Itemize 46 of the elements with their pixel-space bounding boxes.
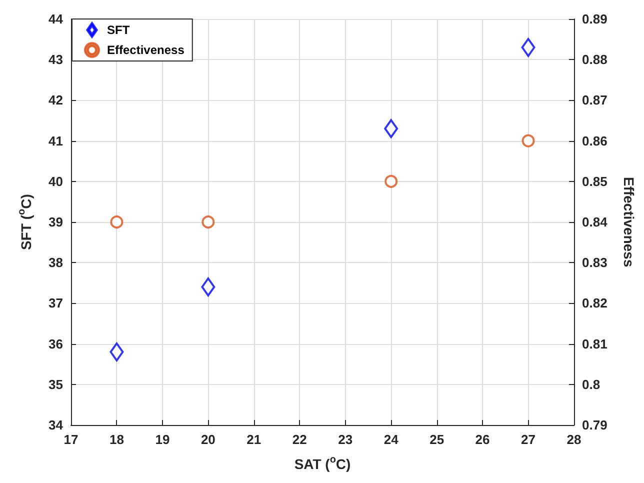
y-tick-label: 38 — [48, 255, 63, 270]
point — [384, 174, 398, 188]
y-tick-label: 40 — [48, 174, 63, 189]
x-tick-label: 23 — [338, 432, 353, 447]
legend-label: SFT — [107, 23, 130, 37]
point — [110, 342, 124, 362]
y2-tick-label: 0.83 — [582, 255, 608, 270]
x-tick-label: 22 — [292, 432, 307, 447]
x-tick-label: 25 — [430, 432, 444, 447]
y2-tick-label: 0.79 — [582, 418, 608, 432]
y-tick-label: 36 — [48, 336, 63, 352]
y-tick-label: 39 — [48, 214, 63, 230]
y-tick-label: 35 — [48, 376, 63, 392]
y2-tick-label: 0.86 — [582, 133, 608, 148]
y-tick-label: 41 — [48, 133, 63, 148]
point — [202, 216, 215, 228]
legend-label: Effectiveness — [107, 43, 185, 57]
y-tick-label: 42 — [48, 92, 63, 108]
y2-axis-title: Effectiveness — [621, 176, 637, 268]
x-tick-label: 21 — [246, 432, 262, 447]
point — [201, 277, 216, 296]
point — [521, 38, 536, 57]
x-tick-label: 28 — [566, 432, 582, 447]
y2-tick-label: 0.81 — [582, 336, 608, 352]
y2-tick-label: 0.85 — [582, 174, 608, 189]
y-tick-label: 43 — [48, 52, 63, 68]
x-tick-label: 19 — [155, 432, 170, 447]
y2-tick-label: 0.8 — [582, 376, 600, 392]
x-tick-label: 26 — [475, 432, 490, 447]
y2-tick-label: 0.87 — [582, 92, 608, 108]
x-tick-label: 24 — [384, 432, 400, 447]
y2-tick-label: 0.89 — [582, 12, 608, 26]
point — [384, 119, 398, 138]
point — [110, 216, 124, 228]
x-tick-label: 27 — [521, 432, 536, 447]
y-axis-title: SFT (oC) — [16, 194, 34, 250]
point — [522, 134, 535, 148]
y2-tick-label: 0.82 — [582, 296, 608, 311]
y2-tick-label: 0.88 — [582, 52, 608, 68]
x-tick-label: 20 — [200, 432, 216, 447]
x-tick-label: 17 — [64, 432, 78, 447]
y-tick-label: 44 — [48, 12, 64, 26]
y2-tick-label: 0.84 — [582, 214, 608, 230]
y-tick-label: 37 — [48, 296, 63, 311]
x-tick-label: 18 — [109, 432, 124, 447]
y-tick-label: 34 — [48, 418, 64, 432]
